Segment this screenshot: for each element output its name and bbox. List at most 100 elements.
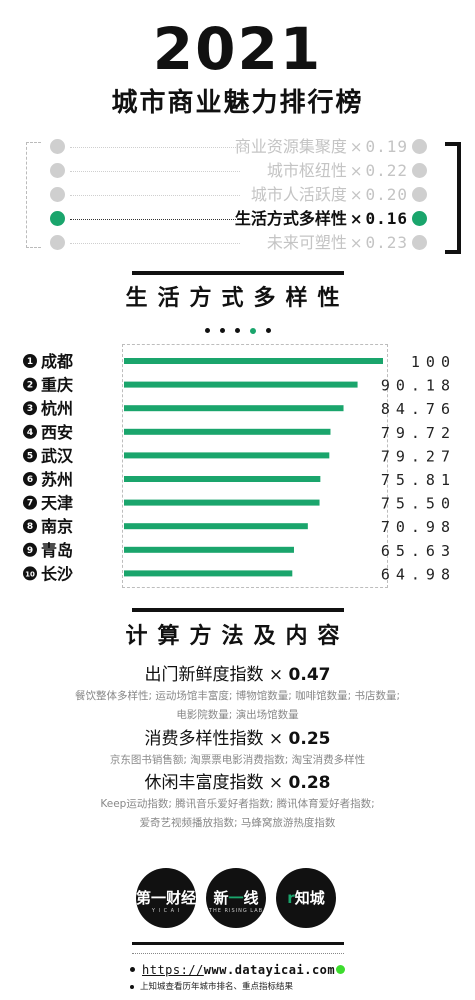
- dimension-row[interactable]: 城市枢纽性 × 0.22: [20, 160, 440, 182]
- dot-icon: [50, 163, 65, 178]
- pager-dot[interactable]: [265, 328, 271, 333]
- dimension-label: 生活方式多样性 × 0.16: [235, 208, 408, 230]
- method-name: 消费多样性指数: [144, 729, 264, 749]
- rank-number: 9: [27, 546, 33, 556]
- times-sign: ×: [268, 665, 284, 685]
- logo-char: 线: [243, 889, 259, 907]
- rank-badge: [23, 401, 37, 416]
- bar: [124, 523, 308, 530]
- bar: [124, 452, 330, 459]
- website-link[interactable]: https://www.datayicai.com: [142, 960, 335, 980]
- bullet-icon: [130, 984, 134, 989]
- url-host: www.datayicai.com: [203, 963, 336, 977]
- rank-badge: [23, 519, 37, 534]
- dot-icon: [412, 187, 427, 202]
- dimension-label: 城市人活跃度 × 0.20: [251, 184, 408, 206]
- yicai-logo[interactable]: 第一财经 Y I C A I: [136, 868, 196, 928]
- rank-number: 4: [27, 428, 33, 438]
- dimension-weight: 0.19: [365, 137, 408, 156]
- zhicheng-logo[interactable]: r知城: [276, 868, 336, 928]
- rank-number: 5: [27, 451, 33, 461]
- dot-icon: [412, 163, 427, 178]
- value-label: 75.81: [381, 471, 456, 489]
- times-sign: ×: [268, 773, 284, 793]
- value-label: 100: [411, 353, 456, 371]
- rank-badge: [23, 354, 37, 368]
- rank-badge: [23, 542, 37, 557]
- section-title: 计算方法及内容: [125, 624, 350, 649]
- dotted-leader: [70, 147, 240, 148]
- dimension-label: 商业资源集聚度 × 0.19: [235, 136, 408, 158]
- pager-dot[interactable]: [204, 328, 210, 333]
- dotted-leader: [70, 219, 240, 220]
- method-heading: 消费多样性指数 × 0.25: [0, 728, 475, 750]
- divider-bar: [132, 942, 344, 945]
- dimension-label: 未来可塑性 × 0.23: [267, 232, 408, 254]
- dot-icon: [50, 139, 65, 154]
- right-bracket: [445, 142, 461, 254]
- times-sign: ×: [268, 729, 284, 749]
- logo-char: 一: [228, 889, 244, 907]
- method-name: 出门新鲜度指数: [144, 665, 264, 685]
- dot-icon: [412, 139, 427, 154]
- pager-dot[interactable]: [219, 328, 225, 333]
- logo-text: 第一财经: [136, 889, 197, 907]
- bar: [124, 405, 344, 412]
- value-label: 65.63: [381, 542, 456, 560]
- times-sign: ×: [349, 138, 363, 156]
- dimension-row[interactable]: 未来可塑性 × 0.23: [20, 232, 440, 254]
- url-row[interactable]: https://www.datayicai.com: [130, 960, 350, 980]
- method-desc: Keep运动指数; 腾讯音乐爱好者指数; 腾讯体育爱好者指数;: [100, 798, 375, 810]
- dimension-row[interactable]: 城市人活跃度 × 0.20: [20, 184, 440, 206]
- dimension-weight: 0.23: [365, 233, 408, 252]
- note-text: 上知城查看历年城市排名、重点指标结果: [140, 982, 294, 992]
- method-weight: 0.47: [288, 665, 331, 685]
- rank-number: 8: [27, 522, 33, 532]
- method-desc: 餐饮整体多样性; 运动场馆丰富度; 博物馆数量; 咖啡馆数量; 书店数量;: [74, 690, 401, 702]
- bar: [124, 570, 293, 577]
- dotted-leader: [70, 171, 240, 172]
- method-desc: 京东图书销售额; 淘票票电影消费指数; 淘宝消费多样性: [109, 754, 366, 766]
- bar: [124, 428, 331, 435]
- city-label: 苏州: [41, 470, 73, 489]
- rising-lab-logo[interactable]: 新一线 THE RISING LAB: [206, 868, 266, 928]
- section-title: 生活方式多样性: [125, 286, 350, 311]
- pager-dot[interactable]: [234, 328, 240, 333]
- city-label: 长沙: [41, 564, 73, 583]
- city-label: 西安: [41, 423, 73, 442]
- city-label: 武汉: [41, 446, 74, 465]
- dot-icon: [412, 211, 427, 226]
- left-bracket: [26, 142, 41, 248]
- pager-dot-active[interactable]: [249, 327, 256, 334]
- bullet-icon: [130, 967, 135, 972]
- value-label: 64.98: [381, 565, 456, 583]
- rank-badge: [23, 472, 37, 486]
- chart-frame: [122, 344, 388, 588]
- footer-note: 上知城查看历年城市排名、重点指标结果: [130, 980, 360, 994]
- logo-char: 知城: [294, 889, 325, 907]
- bar-chart: 1 成都 100 2 重庆 90.18 3 杭州 84.76 4 西安 79.72 5 武汉 79.27 6 苏…: [23, 352, 456, 583]
- logo-char: 新: [213, 889, 229, 907]
- method-heading: 休闲丰富度指数 × 0.28: [0, 772, 475, 794]
- bar: [124, 499, 320, 506]
- rank-number: 6: [27, 475, 33, 485]
- dimension-list: 商业资源集聚度 × 0.19 城市枢纽性 × 0.22 城市人活跃度 × 0.20 生活方式…: [20, 136, 461, 256]
- dot-icon: [50, 211, 65, 226]
- method-desc: 爱奇艺视频播放指数; 马蜂窝旅游热度指数: [139, 817, 336, 829]
- rank-badge: [23, 424, 37, 439]
- value-label: 79.72: [381, 424, 456, 442]
- value-label: 79.27: [381, 447, 456, 465]
- rank-badge: [23, 495, 37, 510]
- dimension-row-active[interactable]: 生活方式多样性 × 0.16: [20, 208, 440, 230]
- dimension-row[interactable]: 商业资源集聚度 × 0.19: [20, 136, 440, 158]
- bar: [124, 358, 383, 364]
- rank-number: 1: [27, 357, 33, 367]
- bar: [124, 546, 294, 553]
- logo-subtext: THE RISING LAB: [208, 908, 264, 914]
- rank-badge: [23, 448, 37, 463]
- logo-text: 新一线: [206, 868, 266, 928]
- dimension-name: 生活方式多样性: [234, 209, 347, 228]
- value-label: 84.76: [381, 400, 456, 418]
- bar: [124, 476, 321, 482]
- city-label: 成都: [41, 352, 73, 371]
